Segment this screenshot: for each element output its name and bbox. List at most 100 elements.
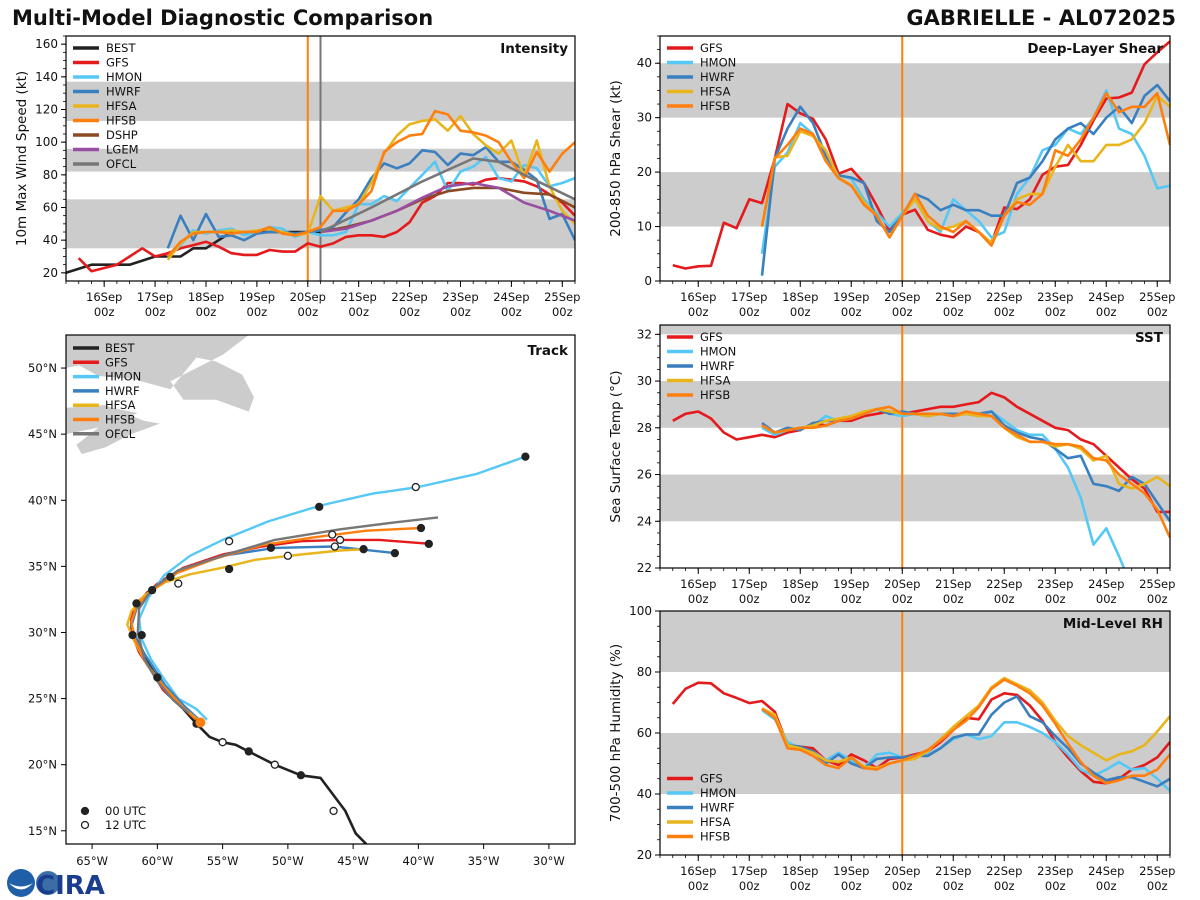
y-tick-label: 20 [637, 165, 652, 179]
legend-label: HMON [700, 345, 736, 359]
legend-label: LGEM [106, 143, 139, 157]
lat-label: 15°N [28, 824, 57, 838]
series-hfsb [761, 678, 1170, 785]
x-tick-label: 17Sep [137, 290, 173, 304]
legend-label: HWRF [700, 801, 735, 815]
x-tick-label: 18Sep [782, 290, 818, 304]
legend-label: GFS [106, 56, 129, 70]
legend-label: HMON [105, 370, 141, 384]
marker-00utc [359, 545, 368, 554]
legend-label: HWRF [106, 85, 141, 99]
page-title: Multi-Model Diagnostic Comparison [12, 6, 434, 30]
x-tick-label: 16Sep [680, 290, 716, 304]
x-tick-label: 00z [145, 305, 166, 319]
x-tick-label: 00z [739, 592, 760, 606]
x-tick-label: 24Sep [1088, 577, 1124, 591]
lon-label: 50°W [272, 854, 304, 868]
noaa-cira-logo: CIRA [7, 869, 105, 900]
x-tick-label: 16Sep [680, 864, 716, 878]
x-tick-label: 00z [841, 879, 862, 893]
x-tick-label: 17Sep [731, 864, 767, 878]
lat-label: 25°N [28, 692, 57, 706]
x-tick-label: 00z [892, 305, 913, 319]
marker-12utc [270, 760, 279, 769]
y-tick-label: 80 [637, 665, 652, 679]
series-ofcl [319, 157, 575, 234]
threshold-band [660, 611, 1170, 672]
y-tick-label: 30 [637, 374, 652, 388]
lon-label: 40°W [403, 854, 435, 868]
marker-00utc [315, 502, 324, 512]
chart-title: Track [528, 343, 569, 359]
marker-00utc [147, 586, 157, 595]
x-tick-label: 00z [688, 305, 709, 319]
marker-00utc [266, 543, 276, 553]
lat-label: 35°N [28, 559, 57, 573]
y-tick-label: 10 [637, 220, 652, 234]
y-tick-label: 20 [43, 266, 58, 280]
x-tick-label: 21Sep [935, 290, 971, 304]
x-tick-label: 24Sep [1088, 290, 1124, 304]
x-tick-label: 00z [943, 305, 964, 319]
lat-label: 50°N [28, 361, 57, 375]
rh-chart: 2040608010016Sep00z17Sep00z18Sep00z19Sep… [608, 604, 1175, 893]
series-gfs [672, 391, 1170, 514]
x-tick-label: 21Sep [935, 577, 971, 591]
y-tick-label: 80 [43, 168, 58, 182]
legend-label: HMON [700, 786, 736, 800]
x-tick-label: 00z [348, 305, 369, 319]
globe-icon [36, 871, 60, 895]
lon-label: 45°W [337, 854, 369, 868]
x-tick-label: 16Sep [86, 290, 122, 304]
storm-title: GABRIELLE - AL072025 [906, 6, 1176, 30]
marker-12utc [411, 482, 420, 492]
x-tick-label: 25Sep [544, 290, 580, 304]
x-tick-label: 00z [841, 305, 862, 319]
track-best [130, 575, 368, 844]
threshold-band [660, 63, 1170, 118]
legend-label: HMON [106, 70, 142, 84]
x-tick-label: 22Sep [986, 290, 1022, 304]
x-tick-label: 17Sep [731, 290, 767, 304]
lon-label: 35°W [468, 854, 500, 868]
x-tick-label: 25Sep [1139, 290, 1175, 304]
x-tick-label: 19Sep [833, 290, 869, 304]
y-tick-label: 22 [637, 561, 652, 575]
x-tick-label: 18Sep [188, 290, 224, 304]
x-tick-label: 20Sep [290, 290, 326, 304]
plot-frame [659, 324, 1171, 569]
legend-label: HFSA [700, 815, 731, 829]
y-tick-label: 40 [43, 233, 58, 247]
marker-00utc [416, 523, 426, 533]
legend-label: HFSA [106, 99, 137, 113]
x-tick-label: 25Sep [1139, 577, 1175, 591]
track-hmon [137, 455, 526, 721]
y-tick-label: 60 [637, 726, 652, 740]
series-hfsb [166, 109, 575, 258]
y-tick-label: 140 [35, 70, 58, 84]
x-tick-label: 00z [1045, 592, 1066, 606]
y-tick-label: 24 [637, 514, 652, 528]
x-tick-label: 00z [739, 879, 760, 893]
sst-plot-area [660, 325, 1170, 568]
marker-00utc [153, 673, 162, 682]
marker-00utc [224, 564, 234, 574]
y-tick-label: 100 [629, 604, 652, 618]
legend-label: HMON [700, 56, 736, 70]
y-axis-label: 200-850 hPa Shear (kt) [608, 80, 624, 237]
series-hfsa [761, 407, 1170, 490]
x-tick-label: 18Sep [782, 864, 818, 878]
x-tick-label: 00z [1096, 305, 1117, 319]
x-tick-label: 19Sep [833, 864, 869, 878]
legend-label: BEST [106, 41, 136, 55]
x-tick-label: 00z [994, 305, 1015, 319]
legend-label: OFCL [106, 157, 137, 171]
chart-title: Deep-Layer Shear [1027, 41, 1163, 57]
legend-label: HFSA [700, 374, 731, 388]
x-tick-label: 00z [1147, 592, 1168, 606]
marker-00utc [132, 599, 141, 608]
chart-title: SST [1135, 330, 1164, 346]
x-tick-label: 23Sep [442, 290, 478, 304]
x-tick-label: 00z [450, 305, 471, 319]
x-tick-label: 24Sep [1088, 864, 1124, 878]
